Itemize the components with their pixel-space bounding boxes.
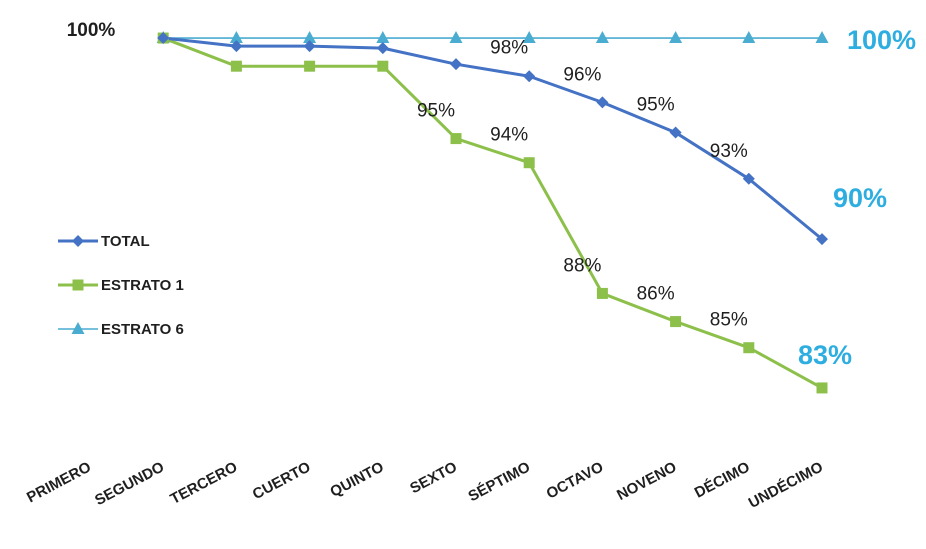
end-label-total: 90% bbox=[833, 183, 887, 213]
data-label-total-decimo: 93% bbox=[710, 141, 748, 162]
marker-estrato-1-quinto bbox=[377, 60, 389, 72]
marker-total-quinto bbox=[376, 42, 389, 55]
marker-total-decimo bbox=[742, 172, 755, 185]
series-line-estrato-1 bbox=[162, 36, 823, 390]
marker-total-octavo bbox=[596, 96, 609, 109]
data-label-total-primero: 100% bbox=[67, 20, 116, 41]
data-label-total-noveno: 95% bbox=[637, 95, 675, 116]
x-tick-sexto: SEXTO bbox=[407, 458, 460, 497]
marker-estrato-6-tercero bbox=[229, 31, 243, 44]
marker-estrato-6-quinto bbox=[376, 31, 390, 44]
marker-total-cuerto bbox=[303, 40, 316, 53]
marker-estrato-1-septimo bbox=[523, 157, 535, 169]
legend-marker-estrato-1 bbox=[72, 279, 84, 291]
marker-estrato-1-octavo bbox=[596, 287, 608, 299]
marker-estrato-6-sexto bbox=[449, 31, 463, 44]
data-label-total-septimo: 98% bbox=[490, 37, 528, 58]
legend-marker-total bbox=[72, 235, 84, 247]
series-markers bbox=[156, 31, 829, 394]
data-label-total-octavo: 96% bbox=[563, 64, 601, 85]
end-label-estrato-1: 83% bbox=[798, 340, 852, 370]
legend-label-total: TOTAL bbox=[101, 233, 150, 250]
marker-total-segundo bbox=[157, 32, 170, 45]
x-tick-noveno: NOVENO bbox=[614, 458, 680, 504]
marker-estrato-6-decimo bbox=[742, 31, 756, 44]
marker-estrato-1-sexto bbox=[450, 133, 462, 145]
marker-total-tercero bbox=[230, 40, 243, 53]
marker-estrato-1-undecimo bbox=[816, 382, 828, 394]
marker-estrato-6-cuerto bbox=[303, 31, 317, 44]
data-label-estrato-1-octavo: 88% bbox=[563, 255, 601, 276]
end-label-estrato-6: 100% bbox=[847, 25, 916, 55]
x-tick-primero: PRIMERO bbox=[24, 458, 94, 506]
x-tick-decimo: DÉCIMO bbox=[692, 458, 753, 501]
end-labels: 100% 90% 83% bbox=[798, 25, 916, 370]
data-label-estrato-1-noveno: 86% bbox=[637, 284, 675, 305]
legend-item-estrato-1: ESTRATO 1 bbox=[58, 277, 184, 294]
marker-estrato-6-octavo bbox=[595, 31, 609, 44]
marker-total-septimo bbox=[523, 70, 536, 83]
marker-estrato-6-noveno bbox=[669, 31, 683, 44]
data-labels: 100% 98% 96% 95% 93% 95% 94% 88% 86% 85% bbox=[67, 20, 748, 331]
marker-total-noveno bbox=[669, 126, 682, 139]
x-tick-cuerto: CUERTO bbox=[250, 458, 314, 503]
x-tick-quinto: QUINTO bbox=[327, 458, 387, 500]
data-label-estrato-1-sexto: 95% bbox=[417, 101, 455, 122]
x-tick-octavo: OCTAVO bbox=[544, 458, 607, 502]
legend: TOTAL ESTRATO 1 ESTRATO 6 bbox=[58, 233, 184, 338]
legend-marker-estrato-6 bbox=[71, 322, 85, 334]
marker-estrato-6-septimo bbox=[522, 31, 536, 44]
data-label-estrato-1-septimo: 94% bbox=[490, 125, 528, 146]
series-line-total bbox=[163, 36, 823, 241]
legend-item-estrato-6: ESTRATO 6 bbox=[58, 321, 184, 338]
marker-estrato-1-tercero bbox=[230, 60, 242, 72]
marker-estrato-1-decimo bbox=[743, 342, 755, 354]
marker-total-sexto bbox=[450, 58, 462, 71]
marker-estrato-1-cuerto bbox=[304, 60, 316, 72]
x-tick-undecimo: UNDÉCIMO bbox=[746, 458, 826, 512]
legend-item-total: TOTAL bbox=[58, 233, 150, 250]
marker-total-undecimo bbox=[816, 233, 828, 246]
marker-estrato-1-noveno bbox=[670, 316, 682, 328]
x-tick-segundo: SEGUNDO bbox=[92, 458, 167, 509]
x-tick-septimo: SÉPTIMO bbox=[465, 458, 533, 505]
legend-label-estrato-1: ESTRATO 1 bbox=[101, 277, 184, 294]
series-lines bbox=[162, 36, 823, 390]
x-tick-tercero: TERCERO bbox=[168, 458, 241, 508]
marker-estrato-6-undecimo bbox=[815, 31, 829, 44]
data-label-estrato-1-decimo: 85% bbox=[710, 310, 748, 331]
legend-label-estrato-6: ESTRATO 6 bbox=[101, 321, 184, 338]
